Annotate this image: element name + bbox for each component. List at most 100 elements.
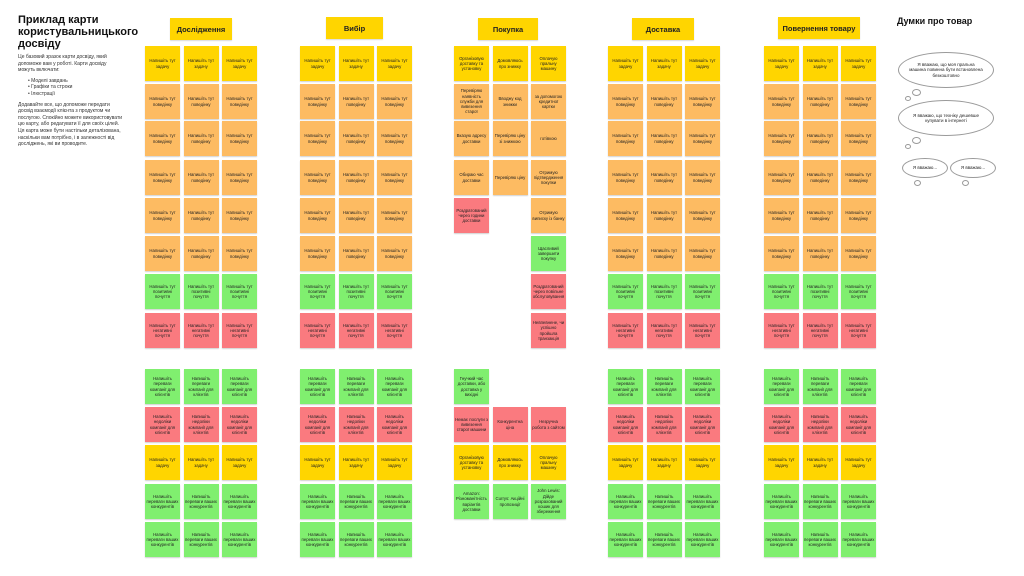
sticky-note[interactable]: Напишіть тут поведінку xyxy=(222,236,257,271)
sticky-note[interactable]: Напишіть тут поведінку xyxy=(685,236,720,271)
sticky-note[interactable]: Напишіть тут поведінку xyxy=(841,160,876,195)
sticky-note[interactable]: Напишіть тут поведінку xyxy=(377,160,412,195)
sticky-note[interactable]: Напишіть тут поведінку xyxy=(646,121,682,156)
sticky-note[interactable]: Напишіть тут поведінку xyxy=(300,198,335,233)
sticky-note[interactable]: Напишіть тут поведінку xyxy=(608,84,643,119)
sticky-note[interactable]: Напишіть тут поведінку xyxy=(685,198,720,233)
sticky-note[interactable]: Напишіть тут задачу xyxy=(764,46,799,81)
sticky-note[interactable]: Напишіть переваги ваших конкурентів xyxy=(841,522,876,557)
sticky-note[interactable]: Напишіть тут задачу xyxy=(338,445,374,480)
phase-header-return[interactable]: Повернення товару xyxy=(778,17,860,39)
sticky-note[interactable]: Напишіть тут поведінку xyxy=(338,121,374,156)
sticky-note[interactable]: Напишіть тут поведінку xyxy=(145,198,180,233)
sticky-note[interactable]: Напишіть переваги ваших конкурентів xyxy=(300,484,335,519)
sticky-note[interactable]: Напишіть недоліки компанії для клієнтів xyxy=(646,407,682,442)
sticky-note[interactable]: Незручна робота з сайтом xyxy=(531,407,566,442)
sticky-note[interactable]: Напишіть тут негативні почуття xyxy=(377,313,412,348)
sticky-note[interactable]: Напишіть тут поведінку xyxy=(764,121,799,156)
sticky-note[interactable]: Напишіть тут позитивні почуття xyxy=(802,274,838,309)
sticky-note[interactable]: Перевіряю ціну зі знижкою xyxy=(492,121,528,156)
sticky-note[interactable]: Напишіть тут задачу xyxy=(841,46,876,81)
sticky-note[interactable]: Напишіть тут задачу xyxy=(300,445,335,480)
sticky-note[interactable]: Напишіть тут негативні почуття xyxy=(183,313,219,348)
sticky-note[interactable]: Напишіть тут задачу xyxy=(377,46,412,81)
sticky-note[interactable]: Напишіть тут поведінку xyxy=(685,121,720,156)
sticky-note[interactable]: Напишіть переваги ваших конкурентів xyxy=(646,484,682,519)
sticky-note[interactable]: Напишіть тут поведінку xyxy=(222,160,257,195)
sticky-note[interactable]: Напишіть тут поведінку xyxy=(802,160,838,195)
sticky-note[interactable]: Напишіть тут задачу xyxy=(222,445,257,480)
sticky-note[interactable]: Організовую доставку та установку xyxy=(454,445,489,480)
sticky-note[interactable]: Напишіть переваги компанії для клієнтів xyxy=(685,369,720,404)
sticky-note[interactable]: Напишіть тут позитивні почуття xyxy=(377,274,412,309)
sticky-note[interactable]: Напишіть тут поведінку xyxy=(764,198,799,233)
sticky-note[interactable]: Невпевнене, чи успішно пройшла транзакці… xyxy=(531,313,566,348)
sticky-note[interactable]: Напишіть тут поведінку xyxy=(145,121,180,156)
sticky-note[interactable]: Вводжу код знижки xyxy=(492,84,528,119)
sticky-note[interactable]: Напишіть переваги ваших конкурентів xyxy=(183,522,219,557)
sticky-note[interactable]: Конкурентна ціна xyxy=(492,407,528,442)
sticky-note[interactable]: Напишіть тут поведінку xyxy=(145,160,180,195)
sticky-note[interactable]: Напишіть переваги компанії для клієнтів xyxy=(222,369,257,404)
sticky-note[interactable]: Напишіть тут поведінку xyxy=(145,84,180,119)
sticky-note[interactable]: Напишіть тут позитивні почуття xyxy=(300,274,335,309)
sticky-note[interactable]: Напишіть недоліки компанії для клієнтів xyxy=(222,407,257,442)
sticky-note[interactable]: Напишіть переваги компанії для клієнтів xyxy=(608,369,643,404)
sticky-note[interactable]: Напишіть тут задачу xyxy=(802,445,838,480)
sticky-note[interactable]: Напишіть тут позитивні почуття xyxy=(145,274,180,309)
sticky-note[interactable]: Напишіть недоліки компанії для клієнтів xyxy=(685,407,720,442)
sticky-note[interactable]: Напишіть тут негативні почуття xyxy=(608,313,643,348)
sticky-note[interactable]: Напишіть тут задачу xyxy=(764,445,799,480)
sticky-note[interactable]: Напишіть тут поведінку xyxy=(646,236,682,271)
sticky-note[interactable]: Напишіть недоліки компанії для клієнтів xyxy=(183,407,219,442)
sticky-note[interactable]: Напишіть тут поведінку xyxy=(608,236,643,271)
sticky-note[interactable]: Напишіть тут задачу xyxy=(377,445,412,480)
phase-header-choice[interactable]: Вибір xyxy=(326,17,383,39)
sticky-note[interactable]: Напишіть тут задачу xyxy=(646,46,682,81)
sticky-note[interactable]: Напишіть переваги ваших конкурентів xyxy=(145,484,180,519)
sticky-note[interactable]: Напишіть тут негативні почуття xyxy=(338,313,374,348)
sticky-note[interactable]: Напишіть тут поведінку xyxy=(300,84,335,119)
sticky-note[interactable]: Напишіть тут позитивні почуття xyxy=(338,274,374,309)
sticky-note[interactable]: Отримую виписку із банку xyxy=(531,198,566,233)
sticky-note[interactable]: Напишіть тут негативні почуття xyxy=(802,313,838,348)
sticky-note[interactable]: Напишіть переваги компанії для клієнтів xyxy=(841,369,876,404)
sticky-note[interactable]: Домовляюсь про знижку xyxy=(492,46,528,81)
sticky-note[interactable]: Напишіть тут негативні почуття xyxy=(145,313,180,348)
sticky-note[interactable]: Напишіть переваги ваших конкурентів xyxy=(300,522,335,557)
sticky-note[interactable]: John Lewis: Дійде розрахований кошик для… xyxy=(531,484,566,519)
sticky-note[interactable]: Напишіть тут поведінку xyxy=(183,236,219,271)
sticky-note[interactable]: Напишіть тут поведінку xyxy=(183,160,219,195)
sticky-note[interactable]: Напишіть тут негативні почуття xyxy=(685,313,720,348)
sticky-note[interactable]: Напишіть тут поведінку xyxy=(300,160,335,195)
sticky-note[interactable]: Напишіть переваги ваших конкурентів xyxy=(685,522,720,557)
sticky-note[interactable]: Перевіряю ціну xyxy=(492,160,528,195)
thought-bubble[interactable]: Я вважаю, що моя пральна машина повинна … xyxy=(898,52,994,88)
sticky-note[interactable]: Гнучкий час доставки, або доставка у вих… xyxy=(454,369,489,404)
sticky-note[interactable]: Напишіть тут поведінку xyxy=(300,236,335,271)
sticky-note[interactable]: Напишіть тут негативні почуття xyxy=(222,313,257,348)
sticky-note[interactable]: Напишіть тут поведінку xyxy=(646,84,682,119)
sticky-note[interactable]: Напишіть переваги ваших конкурентів xyxy=(608,522,643,557)
sticky-note[interactable]: Напишіть тут поведінку xyxy=(338,160,374,195)
sticky-note[interactable]: Напишіть тут позитивні почуття xyxy=(222,274,257,309)
sticky-note[interactable]: Перевіряю наявність служби для вивезення… xyxy=(454,84,489,119)
sticky-note[interactable]: Напишіть переваги ваших конкурентів xyxy=(841,484,876,519)
sticky-note[interactable]: Напишіть тут позитивні почуття xyxy=(685,274,720,309)
sticky-note[interactable]: Напишіть тут поведінку xyxy=(802,198,838,233)
sticky-note[interactable]: Напишіть тут позитивні почуття xyxy=(608,274,643,309)
sticky-note[interactable]: Напишіть тут поведінку xyxy=(802,121,838,156)
sticky-note[interactable]: Напишіть тут задачу xyxy=(145,445,180,480)
sticky-note[interactable]: Напишіть тут задачу xyxy=(841,445,876,480)
sticky-note[interactable]: Напишіть тут задачу xyxy=(646,445,682,480)
sticky-note[interactable]: Напишіть переваги ваших конкурентів xyxy=(145,522,180,557)
sticky-note[interactable]: Напишіть тут задачу xyxy=(183,445,219,480)
sticky-note[interactable]: Напишіть переваги ваших конкурентів xyxy=(608,484,643,519)
sticky-note[interactable]: Напишіть недоліки компанії для клієнтів xyxy=(802,407,838,442)
sticky-note[interactable]: Напишіть тут поведінку xyxy=(802,84,838,119)
sticky-note[interactable]: Немає послуги з вивезення старої машини xyxy=(454,407,489,442)
sticky-note[interactable]: Напишіть недоліки компанії для клієнтів xyxy=(377,407,412,442)
sticky-note[interactable]: Напишіть переваги компанії для клієнтів xyxy=(802,369,838,404)
sticky-note[interactable]: Напишіть тут поведінку xyxy=(608,198,643,233)
sticky-note[interactable]: Напишіть переваги компанії для клієнтів xyxy=(646,369,682,404)
